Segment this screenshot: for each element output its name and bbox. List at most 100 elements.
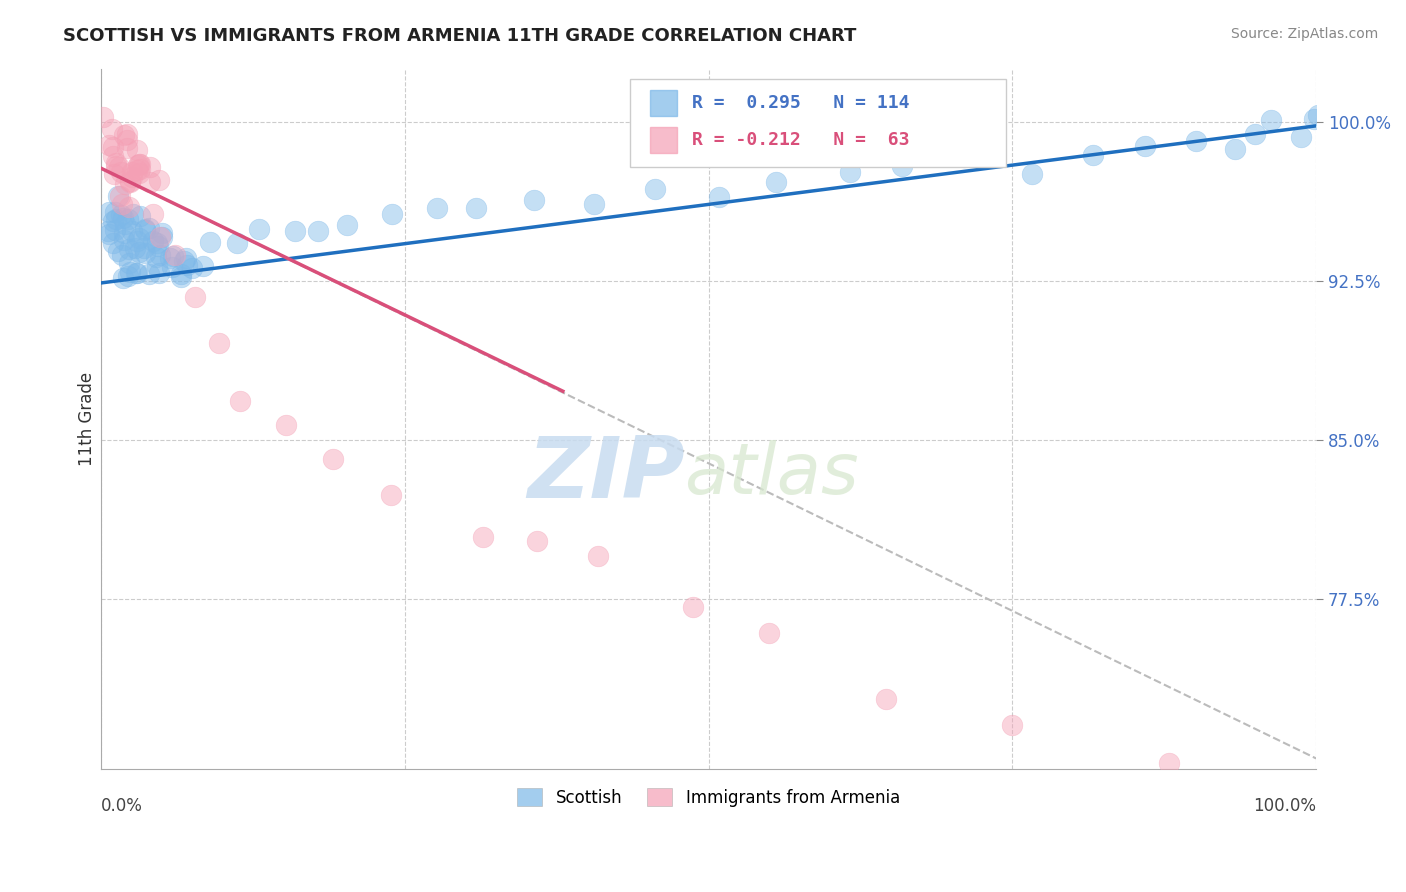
Point xyxy=(104,159,127,173)
Point xyxy=(97,205,120,219)
Point xyxy=(142,234,165,248)
Point xyxy=(838,165,860,179)
Point xyxy=(110,208,132,222)
Point xyxy=(1185,134,1208,148)
Point xyxy=(526,533,548,548)
Point xyxy=(120,174,142,188)
Point xyxy=(124,241,146,255)
Point xyxy=(226,235,249,250)
Point xyxy=(174,252,197,266)
Point xyxy=(173,253,195,268)
Point xyxy=(101,122,124,136)
Point xyxy=(644,182,666,196)
Point xyxy=(758,626,780,640)
Point xyxy=(107,161,129,175)
Point xyxy=(146,260,169,274)
Point xyxy=(682,599,704,614)
Point xyxy=(104,212,127,227)
Point xyxy=(98,137,121,152)
Point xyxy=(146,235,169,250)
Point xyxy=(129,162,152,177)
Point xyxy=(124,266,146,280)
Point xyxy=(191,259,214,273)
Point xyxy=(128,209,150,223)
Point xyxy=(134,222,156,236)
Point xyxy=(274,417,297,432)
Point xyxy=(1303,112,1326,126)
Point xyxy=(115,127,138,141)
Point xyxy=(176,259,198,273)
Point xyxy=(112,234,135,248)
Point xyxy=(890,159,912,173)
Point xyxy=(120,265,142,279)
Point xyxy=(953,150,976,164)
Point xyxy=(112,226,135,240)
Point xyxy=(121,224,143,238)
Text: Source: ZipAtlas.com: Source: ZipAtlas.com xyxy=(1230,27,1378,41)
Point xyxy=(1289,130,1312,145)
Point xyxy=(162,248,184,262)
Point xyxy=(98,227,121,242)
Text: 0.0%: 0.0% xyxy=(101,797,143,815)
Point xyxy=(139,160,162,174)
Point xyxy=(91,110,114,124)
Point xyxy=(111,197,134,211)
Point xyxy=(108,189,131,203)
Point xyxy=(110,165,132,179)
Point xyxy=(128,156,150,170)
Point xyxy=(1001,718,1024,732)
Point xyxy=(160,260,183,274)
Point xyxy=(149,230,172,244)
Point xyxy=(138,220,160,235)
Point xyxy=(582,196,605,211)
Point xyxy=(380,488,402,502)
Point xyxy=(103,167,125,181)
Point xyxy=(1021,167,1043,181)
Point xyxy=(586,549,609,564)
Point xyxy=(148,266,170,280)
Point xyxy=(104,156,127,170)
Point xyxy=(198,235,221,250)
Text: SCOTTISH VS IMMIGRANTS FROM ARMENIA 11TH GRADE CORRELATION CHART: SCOTTISH VS IMMIGRANTS FROM ARMENIA 11TH… xyxy=(63,27,856,45)
Point xyxy=(1308,107,1330,121)
Point xyxy=(104,222,127,236)
Y-axis label: 11th Grade: 11th Grade xyxy=(79,372,96,466)
Point xyxy=(117,211,139,226)
Text: ZIP: ZIP xyxy=(527,434,685,516)
Point xyxy=(125,143,148,157)
Point xyxy=(875,692,897,706)
Point xyxy=(523,193,546,207)
Legend: Scottish, Immigrants from Armenia: Scottish, Immigrants from Armenia xyxy=(510,781,907,814)
Point xyxy=(118,200,141,214)
Point xyxy=(1243,127,1265,141)
Point xyxy=(114,177,136,191)
Point xyxy=(118,255,141,269)
Point xyxy=(134,223,156,237)
Point xyxy=(1159,756,1181,770)
Point xyxy=(127,234,149,248)
Point xyxy=(117,268,139,283)
Point xyxy=(1260,113,1282,128)
Point xyxy=(138,175,160,189)
Point xyxy=(125,163,148,178)
Point xyxy=(148,239,170,253)
Point xyxy=(128,231,150,245)
Point xyxy=(336,218,359,232)
Point xyxy=(121,169,143,184)
Point xyxy=(107,244,129,259)
FancyBboxPatch shape xyxy=(651,90,678,116)
Point xyxy=(228,393,250,408)
Point xyxy=(97,224,120,238)
Point xyxy=(121,164,143,178)
Point xyxy=(465,201,488,215)
Point xyxy=(117,140,139,154)
Text: R =  0.295   N = 114: R = 0.295 N = 114 xyxy=(692,94,910,112)
Point xyxy=(111,211,134,225)
Point xyxy=(145,250,167,264)
Point xyxy=(128,166,150,180)
Point xyxy=(118,242,141,256)
Point xyxy=(1133,138,1156,153)
Point xyxy=(307,224,329,238)
Point xyxy=(149,247,172,261)
Point xyxy=(138,267,160,281)
